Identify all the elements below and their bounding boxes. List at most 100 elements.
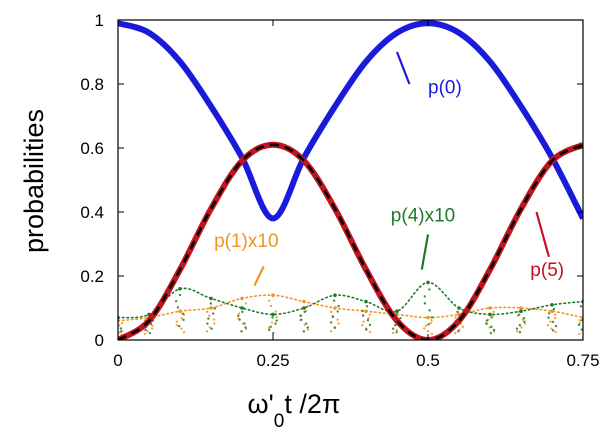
data-point-cloud [391,327,395,330]
annotations: p(0) p(1)x10 p(4)x10 p(5) [214,51,564,287]
data-point-cloud [274,322,277,325]
data-point-cloud [174,300,178,303]
data-point-cloud [423,295,426,298]
y-tick-label: 0 [95,331,104,350]
data-point-cloud [243,322,246,325]
plot-frame [117,19,584,341]
data-point-cloud [143,332,147,336]
data-point-cloud [205,310,209,314]
data-point-cloud [551,320,555,324]
data-point-cloud [209,302,213,305]
data-point-cloud [237,312,241,315]
data-point-cloud [177,324,181,328]
data-point-cloud [368,323,372,327]
data-point-cloud [361,323,364,327]
data-point-cloud [337,322,340,325]
data-point-cloud [361,309,364,313]
data-point-cloud [178,293,182,297]
data-point-cloud [516,330,519,333]
data-point-cloud [333,326,337,330]
series-line-dash [118,143,583,340]
data-point-cloud [553,316,557,320]
data-point-cloud [118,331,121,334]
data-point-cloud [208,326,211,329]
data-point-cloud [176,306,180,309]
data-point-cloud [212,318,216,321]
data-point-cloud [240,330,243,333]
data-point-cloud [275,319,278,322]
annotation-pointer [535,211,550,258]
data-point-cloud [268,328,271,332]
data-point-cloud [554,313,557,316]
data-point-cloud [427,323,430,326]
data-point-cloud [515,327,519,330]
data-point-cloud [244,326,247,329]
data-point-cloud [150,327,154,330]
data-point-cloud [241,310,244,314]
data-point-cloud [120,330,123,333]
data-point-cloud [212,312,215,315]
data-point-cloud [180,327,183,330]
annotation-pointer [420,234,430,270]
data-point-cloud [578,332,581,336]
data-point-cloud [302,330,306,333]
axes-frame [117,19,584,341]
annotation-pointer [253,265,265,287]
tick-labels: 0 0.25 0.5 0.75 0 0.2 0.4 0.6 0.8 1 [80,11,599,370]
data-point-cloud [453,331,457,335]
y-tick-label: 0.6 [80,139,104,158]
data-point-cloud [428,309,431,312]
series-line [118,20,583,222]
data-point-cloud [429,321,432,325]
data-point-cloud [365,305,369,308]
y-tick-label: 0.4 [80,203,104,222]
data-point-cloud [492,328,496,332]
data-point-cloud [430,316,434,319]
data-point-cloud [518,330,522,334]
data-point-cloud [275,315,278,319]
data-point-cloud [151,324,154,327]
data-point-cloud [237,314,240,317]
data-point-cloud [303,310,306,314]
data-point-cloud [485,319,489,322]
data-point-cloud [361,314,365,317]
data-point-cloud [205,330,209,333]
data-point-cloud [113,327,115,329]
series-p(4)x10-envelope [118,281,583,319]
data-point-cloud [485,322,488,325]
data-point-cloud [522,316,526,320]
data-point-cloud [148,331,152,335]
data-point-cloud [579,305,583,308]
data-point-cloud [207,317,210,320]
data-point-cloud [551,329,555,332]
data-point [519,306,523,310]
annotation-label: p(0) [428,78,462,99]
data-point-cloud [366,319,370,322]
data-point-cloud [550,327,553,330]
data-point-cloud [547,316,550,319]
data-point-cloud [394,323,397,327]
y-axis-title: probabilities [19,109,49,253]
data-point-cloud [213,307,216,310]
series-line [118,141,583,340]
data-point-cloud [269,304,273,308]
data-point-cloud [424,324,428,327]
data-point-cloud [554,324,558,328]
y-tick-label: 0.2 [80,267,104,286]
data-point-cloud [580,328,583,331]
x-axis-title-rest: t /2π [284,389,340,419]
data-point-cloud [367,316,370,320]
y-tick-label: 0.8 [80,75,104,94]
data-point-cloud [272,331,275,335]
data-point-cloud [423,302,427,305]
data-point-cloud [146,330,149,333]
x-tick-label: 0.5 [416,351,440,370]
data-point-cloud [270,321,274,324]
x-tick-label: 0.25 [256,351,289,370]
data-point-cloud [586,327,588,329]
data-point-cloud [306,326,310,329]
data-point-cloud [244,302,248,305]
data-point-cloud [585,314,587,316]
data-point-cloud [578,319,582,322]
